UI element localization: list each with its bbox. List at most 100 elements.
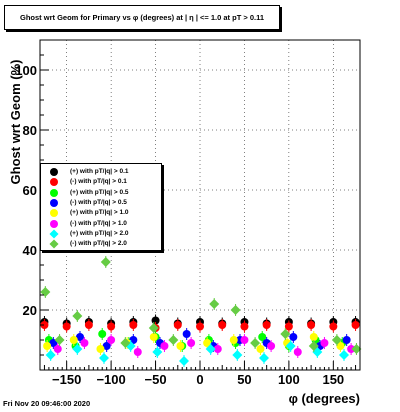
y-tick-label: 80 [23,123,37,138]
data-point [102,342,111,350]
data-point [250,338,261,348]
data-point [209,299,220,309]
data-point [262,321,271,329]
data-point [329,322,338,331]
data-point [205,344,216,354]
legend-entry: (+) with pT/|q| > 2.0 [41,229,161,239]
data-point [256,345,265,353]
data-point [72,311,83,321]
legend-label: (-) with pT/|q| > 1.0 [70,219,127,227]
series-5 [53,334,356,358]
diamond-marker-icon [49,229,59,239]
data-point [168,335,179,345]
data-point [133,348,142,356]
series-layer [40,256,362,367]
data-point [99,353,109,363]
legend-entry: (+) with pT/|q| > 1.0 [41,208,161,218]
data-point [203,339,212,347]
y-axis-label: Ghost wrt Geom (%) [8,60,23,185]
data-point [309,333,318,341]
x-axis-label: φ (degrees) [289,391,360,406]
data-point [160,342,169,350]
data-point [285,341,296,351]
circle-marker-icon [50,209,58,218]
circle-marker-icon [50,219,58,228]
x-tick-label: −150 [52,372,81,387]
legend-entry: (-) with pT/|q| > 1.0 [41,219,161,229]
data-point [342,336,351,344]
data-point [187,339,196,347]
data-point [280,329,291,339]
x-tick-label: 50 [237,372,251,387]
data-point [289,333,298,341]
chart-title: Ghost wrt Geom for Primary vs φ (degrees… [4,5,280,30]
data-point [259,353,269,363]
data-point [182,330,191,338]
legend-label: (+) with pT/|q| > 2.0 [70,229,129,237]
legend-entry: (-) with pT/|q| > 0.1 [41,177,161,187]
data-point [284,322,293,331]
x-tick-label: −100 [96,372,125,387]
data-point [347,345,356,353]
circle-marker-icon [50,168,58,176]
data-point [173,321,182,329]
circle-marker-icon [50,178,58,187]
legend-entry: (+) with pT/|q| > 0.1 [41,167,161,177]
legend: (+) with pT/|q| > 0.1 (-) with pT/|q| > 0… [40,163,162,251]
diamond-marker-icon [49,239,59,249]
data-point [54,335,65,345]
circle-marker-icon [50,198,58,207]
data-point [230,305,241,315]
data-point [148,323,159,333]
data-point [49,339,58,347]
data-point [240,322,249,331]
data-point [120,338,131,348]
series-6 [45,340,349,367]
legend-label: (-) with pT/|q| > 0.1 [70,178,127,186]
y-tick-label: 20 [23,303,37,318]
data-point [240,336,249,344]
timestamp-footer: Fri Nov 20 09:46:00 2020 [3,399,91,408]
data-point [267,342,276,350]
data-point [336,342,345,350]
data-point [351,344,362,354]
data-point [76,333,84,341]
data-point [43,342,52,350]
data-point [129,321,138,329]
data-point [351,321,360,329]
series-7 [40,256,362,355]
data-point [176,342,185,350]
grid [40,40,360,370]
data-point [107,322,116,331]
data-point [320,339,329,347]
data-point [40,321,49,329]
data-point [339,350,349,360]
y-tick-label: 40 [23,243,37,258]
x-tick-label: 100 [278,372,300,387]
data-point [45,350,56,360]
legend-label: (-) with pT/|q| > 0.5 [70,198,127,206]
data-point [293,348,302,356]
data-point [308,341,319,351]
circle-marker-icon [50,188,58,197]
data-point [149,333,158,341]
data-point [331,335,342,345]
data-point [69,336,78,344]
y-tick-label: 60 [23,183,37,198]
y-tick-label: 100 [15,63,37,78]
legend-entry: (-) with pT/|q| > 0.5 [41,198,161,208]
x-tick-label: 150 [322,372,344,387]
data-point [229,336,238,344]
series-2 [44,328,347,352]
data-point [213,345,222,353]
legend-label: (-) with pT/|q| > 2.0 [70,240,127,248]
legend-label: (+) with pT/|q| > 0.1 [70,168,129,175]
data-point [98,330,107,338]
data-point [258,333,267,341]
x-tick-label: 0 [196,372,203,387]
data-point [96,345,105,353]
legend-entry: (+) with pT/|q| > 0.5 [41,188,161,198]
legend-label: (+) with pT/|q| > 1.0 [70,209,129,217]
data-point [152,347,163,357]
